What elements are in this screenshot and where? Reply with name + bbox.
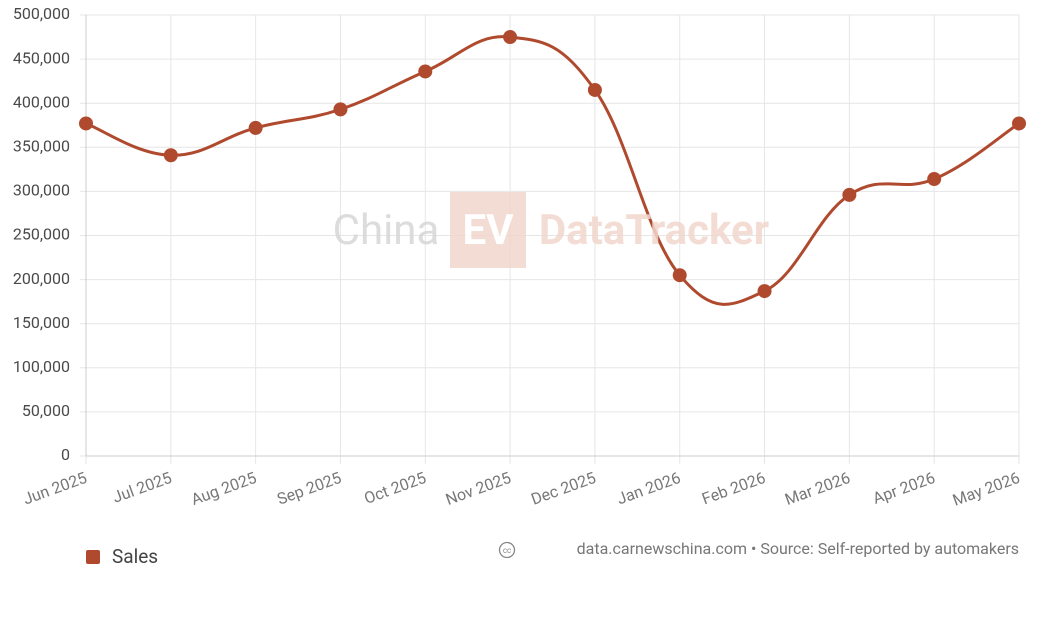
watermark-badge-box — [450, 192, 526, 268]
y-tick-label: 300,000 — [13, 181, 70, 200]
x-tick-label: Jan 2026 — [614, 468, 683, 509]
y-tick-label: 100,000 — [13, 357, 70, 376]
point — [163, 148, 178, 163]
point — [927, 172, 942, 187]
point — [842, 187, 857, 202]
legend-label[interactable]: Sales — [112, 545, 158, 568]
watermark: China EV DataTracker — [333, 192, 769, 268]
point — [418, 64, 433, 79]
y-tick-label: 0 — [61, 445, 70, 464]
x-tick-label: Dec 2025 — [529, 468, 599, 509]
legend-swatch — [86, 550, 100, 564]
watermark-text: DataTracker — [539, 206, 769, 255]
x-tick-label: Jun 2025 — [20, 468, 89, 509]
watermark-text: China — [333, 206, 440, 255]
point — [672, 268, 687, 283]
y-tick-label: 250,000 — [13, 225, 70, 244]
svg-text:cc: cc — [503, 546, 511, 555]
line — [85, 35, 1020, 306]
y-tick-label: 500,000 — [13, 4, 70, 23]
point — [757, 284, 772, 299]
y-tick-label: 350,000 — [13, 137, 70, 156]
x-tick-label: Mar 2026 — [782, 468, 852, 509]
x-tick-label: May 2026 — [950, 468, 1022, 510]
watermark-badge: EV — [462, 206, 514, 255]
point — [587, 82, 602, 97]
x-tick-label: Sep 2025 — [274, 468, 343, 509]
y-tick-label: 150,000 — [13, 313, 70, 332]
y-tick-label: 400,000 — [13, 92, 70, 111]
x-tick-label: Apr 2026 — [870, 468, 937, 508]
x-tick-label: Feb 2026 — [699, 468, 768, 508]
y-tick-label: 50,000 — [22, 401, 70, 420]
y-tick-label: 200,000 — [13, 269, 70, 288]
point — [79, 116, 93, 131]
x-tick-label: Nov 2025 — [443, 468, 514, 509]
source-note: data.carnewschina.com • Source: Self-rep… — [577, 539, 1019, 558]
source-icon: cc — [498, 541, 516, 559]
point — [1012, 116, 1026, 131]
point — [248, 120, 263, 135]
y-tick-label: 450,000 — [13, 48, 70, 67]
x-tick-label: Aug 2025 — [189, 468, 259, 509]
point — [503, 30, 518, 45]
x-tick-label: Jul 2025 — [110, 468, 174, 507]
point — [333, 102, 348, 117]
x-tick-label: Oct 2025 — [361, 468, 428, 508]
